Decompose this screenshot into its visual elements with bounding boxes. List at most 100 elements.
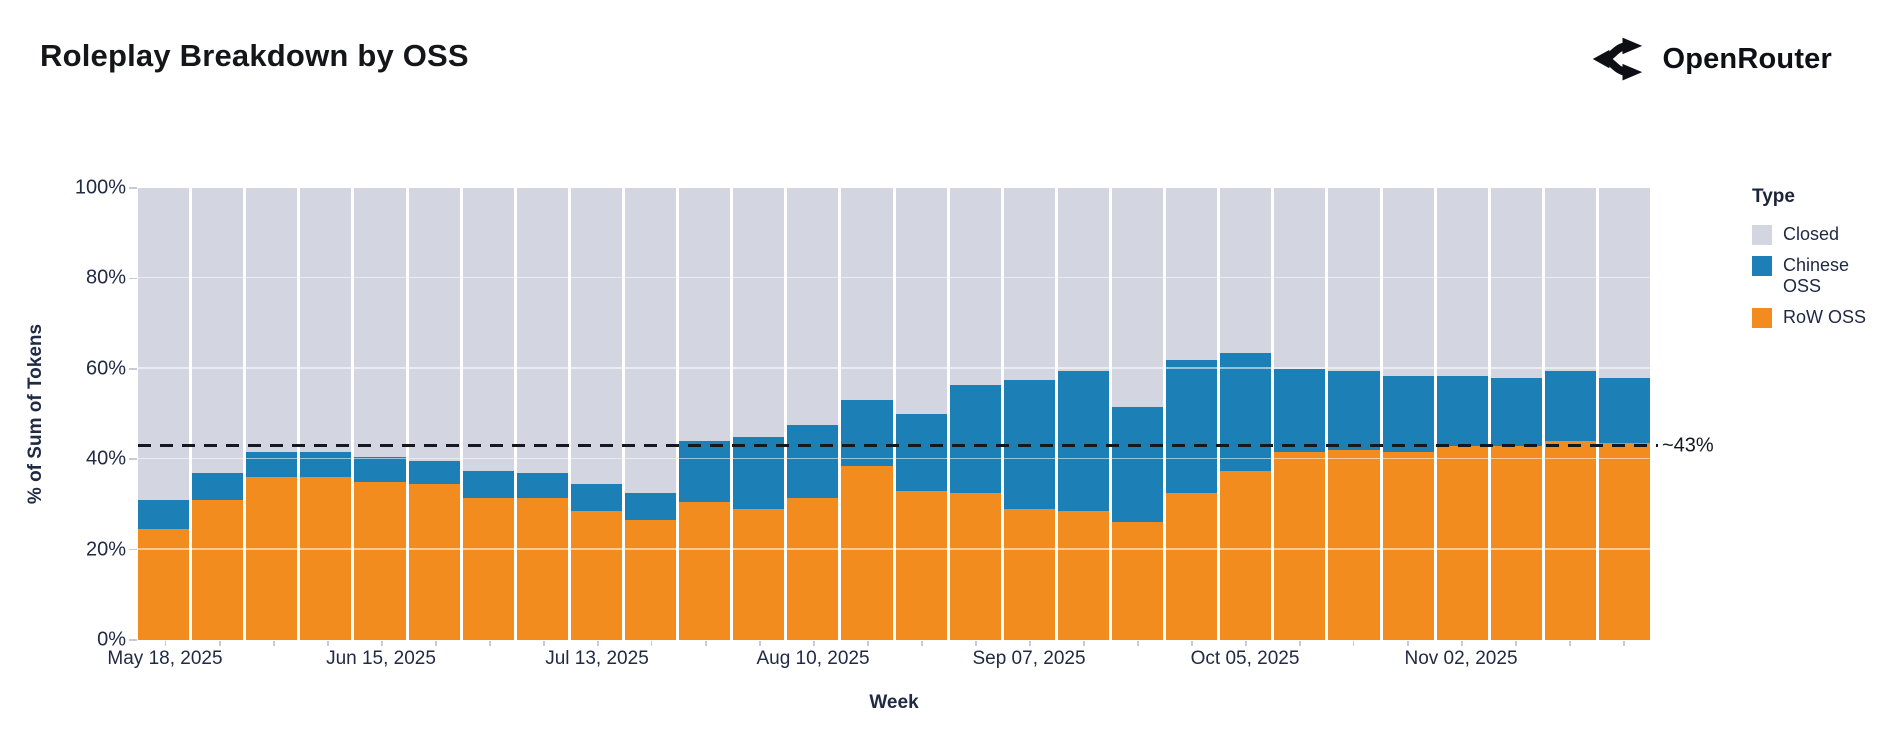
stacked-bar-jun-08-2025[interactable] — [300, 188, 352, 640]
stacked-bar-oct-12-2025[interactable] — [1274, 188, 1326, 640]
stacked-bar-sep-14-2025[interactable] — [1057, 188, 1109, 640]
stacked-bar-oct-05-2025[interactable] — [1220, 188, 1272, 640]
bar-segment-closed[interactable] — [1598, 188, 1651, 378]
stacked-bar-jul-27-2025[interactable] — [679, 188, 731, 640]
bar-segment-closed[interactable] — [733, 188, 785, 437]
bar-segment-chinese-oss[interactable] — [1436, 375, 1488, 446]
bar-segment-row-oss[interactable] — [1166, 493, 1218, 640]
bar-segment-row-oss[interactable] — [516, 497, 568, 640]
stacked-bar-nov-16-2025[interactable] — [1544, 188, 1596, 640]
bar-segment-row-oss[interactable] — [192, 499, 244, 640]
bar-segment-closed[interactable] — [1220, 188, 1272, 353]
bar-segment-chinese-oss[interactable] — [1382, 375, 1434, 453]
bar-segment-row-oss[interactable] — [1490, 445, 1542, 640]
bar-segment-row-oss[interactable] — [841, 465, 893, 640]
bar-segment-chinese-oss[interactable] — [1220, 352, 1272, 471]
bar-segment-chinese-oss[interactable] — [624, 493, 677, 521]
bar-segment-chinese-oss[interactable] — [787, 425, 839, 498]
bar-segment-row-oss[interactable] — [1057, 511, 1109, 640]
bar-segment-row-oss[interactable] — [1274, 452, 1326, 640]
stacked-bar-aug-31-2025[interactable] — [949, 188, 1001, 640]
bar-segment-closed[interactable] — [1544, 188, 1596, 372]
bar-segment-closed[interactable] — [1111, 188, 1164, 408]
bar-segment-chinese-oss[interactable] — [570, 484, 622, 512]
bar-segment-chinese-oss[interactable] — [841, 400, 893, 466]
legend-item-row-oss[interactable]: RoW OSS — [1752, 307, 1870, 329]
bar-segment-row-oss[interactable] — [679, 502, 731, 640]
bar-segment-closed[interactable] — [1003, 188, 1055, 381]
bar-segment-row-oss[interactable] — [138, 529, 190, 640]
stacked-bar-jul-06-2025[interactable] — [516, 188, 568, 640]
bar-segment-closed[interactable] — [246, 188, 298, 453]
bar-segment-closed[interactable] — [1436, 188, 1488, 376]
bar-segment-chinese-oss[interactable] — [408, 461, 460, 485]
bar-segment-row-oss[interactable] — [787, 497, 839, 640]
bar-segment-closed[interactable] — [408, 188, 460, 462]
stacked-bar-nov-23-2025[interactable] — [1598, 188, 1651, 640]
bar-segment-chinese-oss[interactable] — [246, 452, 298, 478]
bar-segment-chinese-oss[interactable] — [354, 456, 406, 482]
bar-segment-closed[interactable] — [895, 188, 947, 415]
bar-segment-row-oss[interactable] — [1111, 522, 1164, 640]
stacked-bar-aug-10-2025[interactable] — [787, 188, 839, 640]
bar-segment-row-oss[interactable] — [624, 520, 677, 640]
bar-segment-closed[interactable] — [300, 188, 352, 453]
bar-segment-row-oss[interactable] — [1382, 452, 1434, 640]
stacked-bar-sep-21-2025[interactable] — [1111, 188, 1164, 640]
bar-segment-chinese-oss[interactable] — [1274, 368, 1326, 453]
bar-segment-closed[interactable] — [949, 188, 1001, 385]
bar-segment-row-oss[interactable] — [949, 493, 1001, 640]
bar-segment-row-oss[interactable] — [895, 490, 947, 640]
legend-item-chinese-oss[interactable]: Chinese OSS — [1752, 255, 1870, 298]
stacked-bar-jul-13-2025[interactable] — [570, 188, 622, 640]
bar-segment-closed[interactable] — [1166, 188, 1218, 360]
bar-segment-chinese-oss[interactable] — [679, 441, 731, 503]
bar-segment-closed[interactable] — [192, 188, 244, 473]
bar-segment-row-oss[interactable] — [570, 511, 622, 640]
stacked-bar-jun-15-2025[interactable] — [354, 188, 406, 640]
bar-segment-chinese-oss[interactable] — [1057, 371, 1109, 512]
bar-segment-chinese-oss[interactable] — [949, 384, 1001, 494]
bar-segment-row-oss[interactable] — [1598, 443, 1651, 640]
bar-segment-chinese-oss[interactable] — [192, 472, 244, 500]
bar-segment-closed[interactable] — [462, 188, 514, 471]
bar-segment-closed[interactable] — [1057, 188, 1109, 372]
stacked-bar-oct-26-2025[interactable] — [1382, 188, 1434, 640]
stacked-bar-jun-22-2025[interactable] — [408, 188, 460, 640]
stacked-bar-aug-03-2025[interactable] — [733, 188, 785, 640]
bar-segment-row-oss[interactable] — [300, 477, 352, 640]
bar-segment-chinese-oss[interactable] — [462, 470, 514, 498]
bar-segment-closed[interactable] — [679, 188, 731, 442]
stacked-bar-aug-24-2025[interactable] — [895, 188, 947, 640]
bar-segment-chinese-oss[interactable] — [516, 472, 568, 498]
legend-item-closed[interactable]: Closed — [1752, 224, 1870, 246]
bar-segment-row-oss[interactable] — [1220, 470, 1272, 640]
bar-segment-chinese-oss[interactable] — [1490, 377, 1542, 446]
bar-segment-row-oss[interactable] — [733, 508, 785, 640]
bar-segment-row-oss[interactable] — [354, 481, 406, 640]
stacked-bar-may-25-2025[interactable] — [192, 188, 244, 640]
bar-segment-chinese-oss[interactable] — [733, 436, 785, 509]
bar-segment-chinese-oss[interactable] — [1111, 407, 1164, 523]
stacked-bar-jun-01-2025[interactable] — [246, 188, 298, 640]
stacked-bar-may-18-2025[interactable] — [138, 188, 190, 640]
bar-segment-closed[interactable] — [1328, 188, 1380, 372]
stacked-bar-sep-28-2025[interactable] — [1166, 188, 1218, 640]
bar-segment-closed[interactable] — [1382, 188, 1434, 376]
bar-segment-row-oss[interactable] — [1003, 508, 1055, 640]
stacked-bar-jul-20-2025[interactable] — [624, 188, 677, 640]
bar-segment-chinese-oss[interactable] — [138, 499, 190, 530]
bar-segment-closed[interactable] — [570, 188, 622, 485]
stacked-bar-sep-07-2025[interactable] — [1003, 188, 1055, 640]
bar-segment-closed[interactable] — [1274, 188, 1326, 369]
bar-segment-chinese-oss[interactable] — [895, 414, 947, 491]
bar-segment-chinese-oss[interactable] — [1166, 359, 1218, 494]
bar-segment-closed[interactable] — [516, 188, 568, 473]
openrouter-logo[interactable]: OpenRouter — [1591, 34, 1832, 84]
stacked-bar-jun-29-2025[interactable] — [462, 188, 514, 640]
bar-segment-chinese-oss[interactable] — [1598, 377, 1651, 444]
stacked-bar-nov-09-2025[interactable] — [1490, 188, 1542, 640]
bar-segment-closed[interactable] — [624, 188, 677, 494]
bar-segment-row-oss[interactable] — [1436, 445, 1488, 640]
bar-segment-row-oss[interactable] — [462, 497, 514, 640]
